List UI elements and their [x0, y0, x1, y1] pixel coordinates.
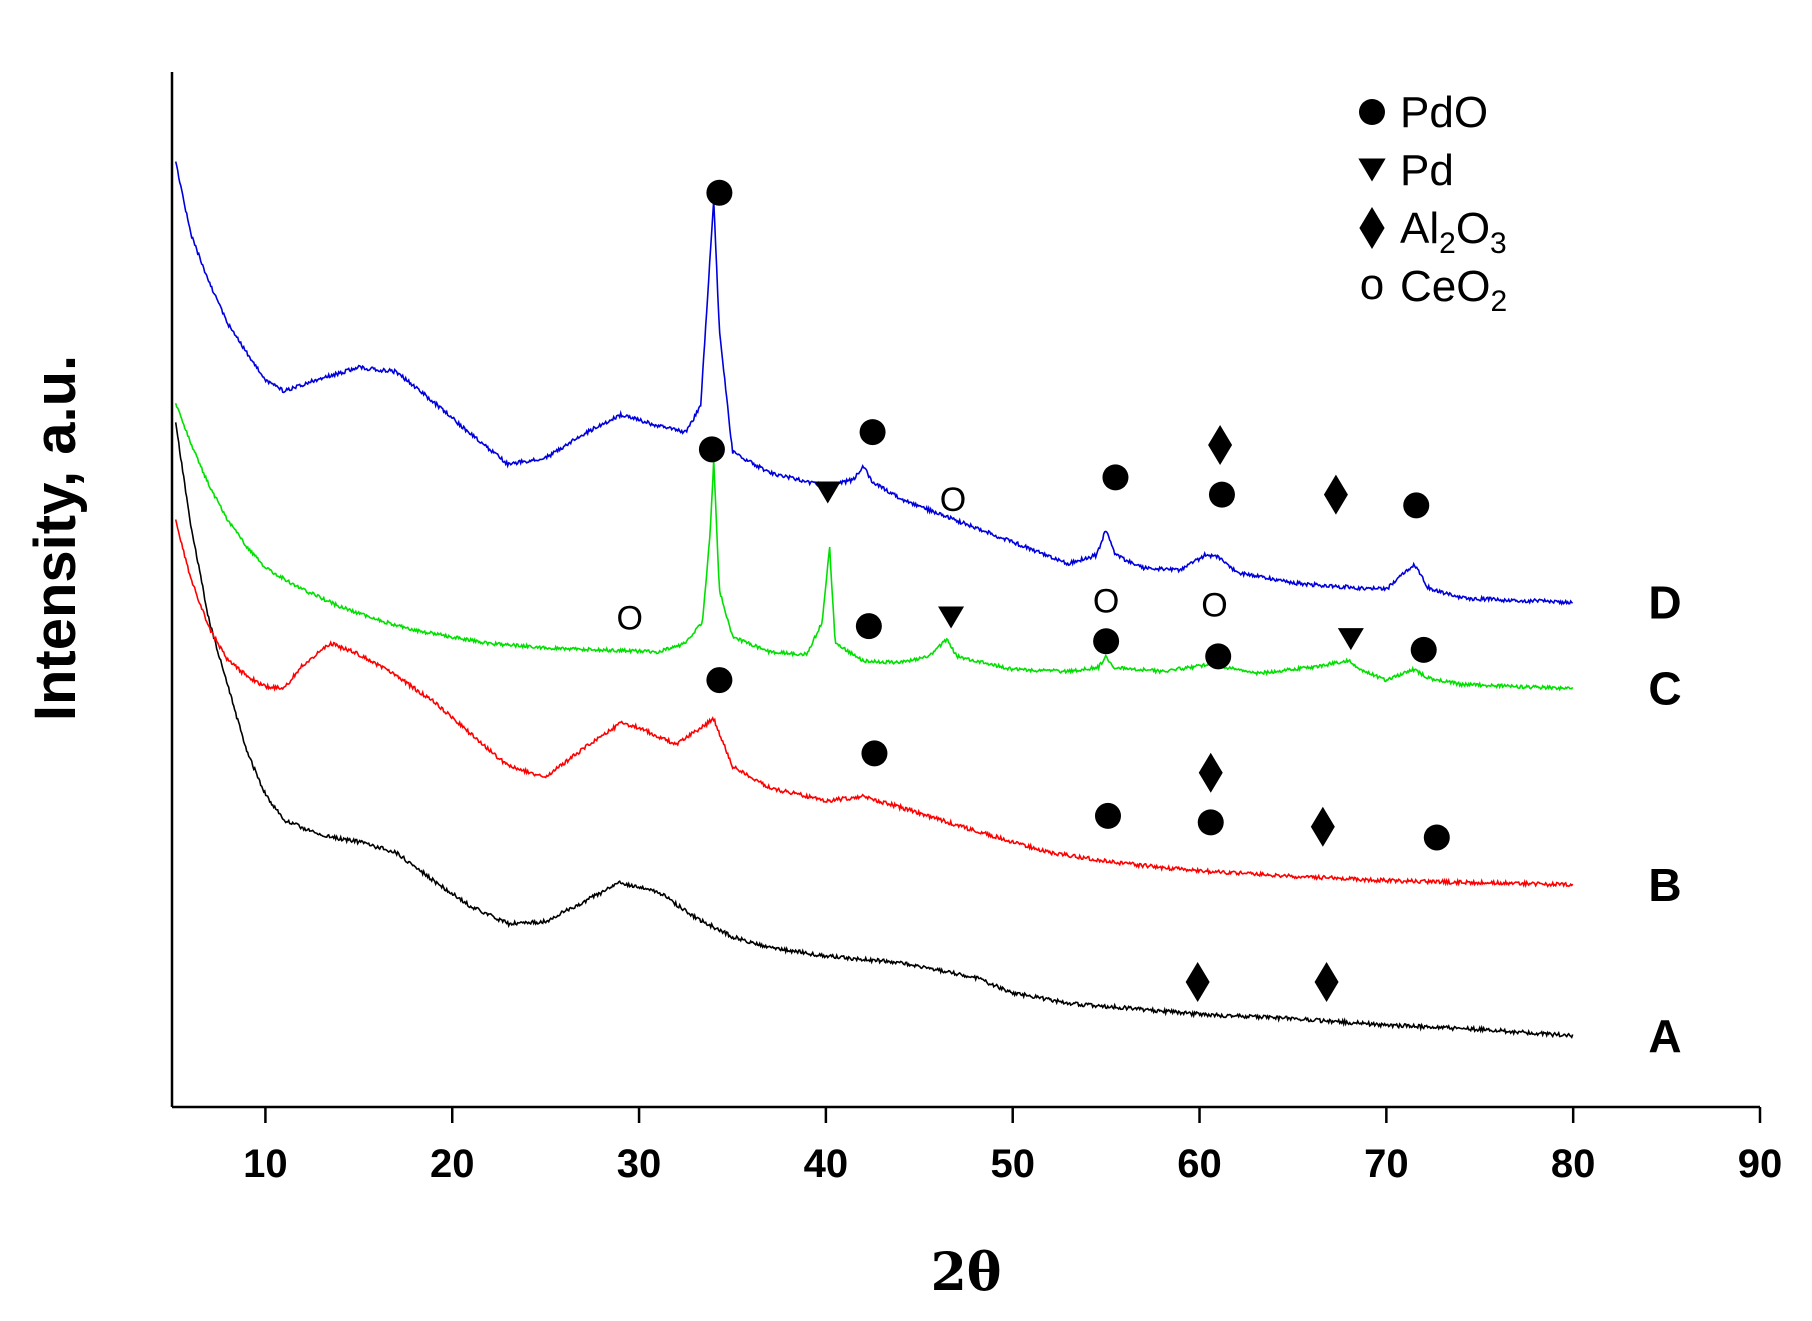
series-C-circle-marker-4 — [855, 613, 882, 640]
series-C-open-circle-marker-6: O — [1093, 582, 1119, 620]
series-C-open-circle-marker-7: O — [1201, 587, 1227, 625]
series-B-circle-marker-6 — [1423, 824, 1450, 851]
series-B-diamond-marker-5 — [1310, 806, 1335, 847]
series-D-circle-marker-0 — [706, 179, 733, 206]
x-tick-label-80: 80 — [1551, 1142, 1596, 1186]
legend-symbol-Pd — [1358, 158, 1386, 182]
series-D-diamond-marker-5 — [1323, 474, 1348, 515]
x-tick-label-30: 30 — [617, 1142, 662, 1186]
series-A-label: A — [1648, 1010, 1681, 1062]
series-C-circle-marker-11 — [1410, 636, 1437, 663]
series-D-line — [174, 161, 1573, 606]
series-C-circle-marker-8 — [1093, 628, 1120, 655]
y-axis-title: Intensity, a.u. — [23, 355, 88, 721]
legend-label-Al2O3: Al2O3 — [1400, 204, 1507, 260]
x-tick-label-90: 90 — [1738, 1142, 1783, 1186]
series-B-circle-marker-4 — [1197, 809, 1224, 836]
x-tick-label-50: 50 — [990, 1142, 1035, 1186]
legend-symbol-Al2O3 — [1359, 207, 1385, 249]
legend: PdO Pd Al2O3 o CeO2 — [1358, 88, 1507, 318]
x-tick-label-60: 60 — [1177, 1142, 1222, 1186]
series-B-circle-marker-0 — [706, 667, 733, 694]
legend-label-Pd: Pd — [1400, 146, 1454, 195]
legend-symbol-CeO2: o — [1360, 260, 1384, 309]
series-A-diamond-marker-1 — [1314, 961, 1339, 1002]
series-D-circle-marker-4 — [1208, 481, 1235, 508]
series-B-diamond-marker-2 — [1198, 752, 1223, 793]
x-ticks: 10 20 30 40 50 60 70 80 90 — [243, 1107, 1782, 1186]
series-D-label: D — [1648, 576, 1681, 628]
series-C-triangle-down-marker-10 — [1337, 628, 1364, 651]
series-A-line — [174, 422, 1574, 1039]
x-tick-label-40: 40 — [804, 1142, 849, 1186]
x-tick-label-20: 20 — [430, 1142, 475, 1186]
series-C-triangle-down-marker-5 — [938, 606, 965, 629]
legend-label-PdO: PdO — [1400, 88, 1488, 137]
series-B-circle-marker-3 — [1094, 802, 1121, 829]
series-C-label: C — [1648, 663, 1681, 715]
series-B-line — [174, 519, 1574, 889]
series-C-open-circle-marker-3: O — [940, 481, 966, 519]
series-D-circle-marker-3 — [1102, 464, 1129, 491]
series-A-diamond-marker-0 — [1185, 961, 1210, 1002]
peak-marker-layer: O O O O — [616, 179, 1450, 1002]
series-B-label: B — [1648, 859, 1681, 911]
series-C-circle-marker-9 — [1205, 643, 1232, 670]
plot-axes: 10 20 30 40 50 60 70 80 90 — [170, 72, 1782, 1186]
series-C-line — [174, 403, 1574, 692]
x-axis-title: 2θ — [931, 1242, 1002, 1303]
legend-symbol-PdO — [1359, 99, 1385, 125]
series-B-circle-marker-1 — [861, 740, 888, 767]
series-D-circle-marker-1 — [859, 419, 886, 446]
series-D-diamond-marker-2 — [1208, 425, 1233, 466]
x-tick-label-10: 10 — [243, 1142, 288, 1186]
series-C-triangle-down-marker-2 — [814, 481, 841, 504]
series-layer: A B CD — [174, 161, 1682, 1062]
series-C-open-circle-marker-0: O — [616, 600, 642, 638]
series-C-circle-marker-1 — [698, 436, 725, 463]
x-tick-label-70: 70 — [1364, 1142, 1409, 1186]
legend-label-CeO2: CeO2 — [1400, 262, 1507, 318]
series-D-circle-marker-6 — [1403, 492, 1430, 519]
